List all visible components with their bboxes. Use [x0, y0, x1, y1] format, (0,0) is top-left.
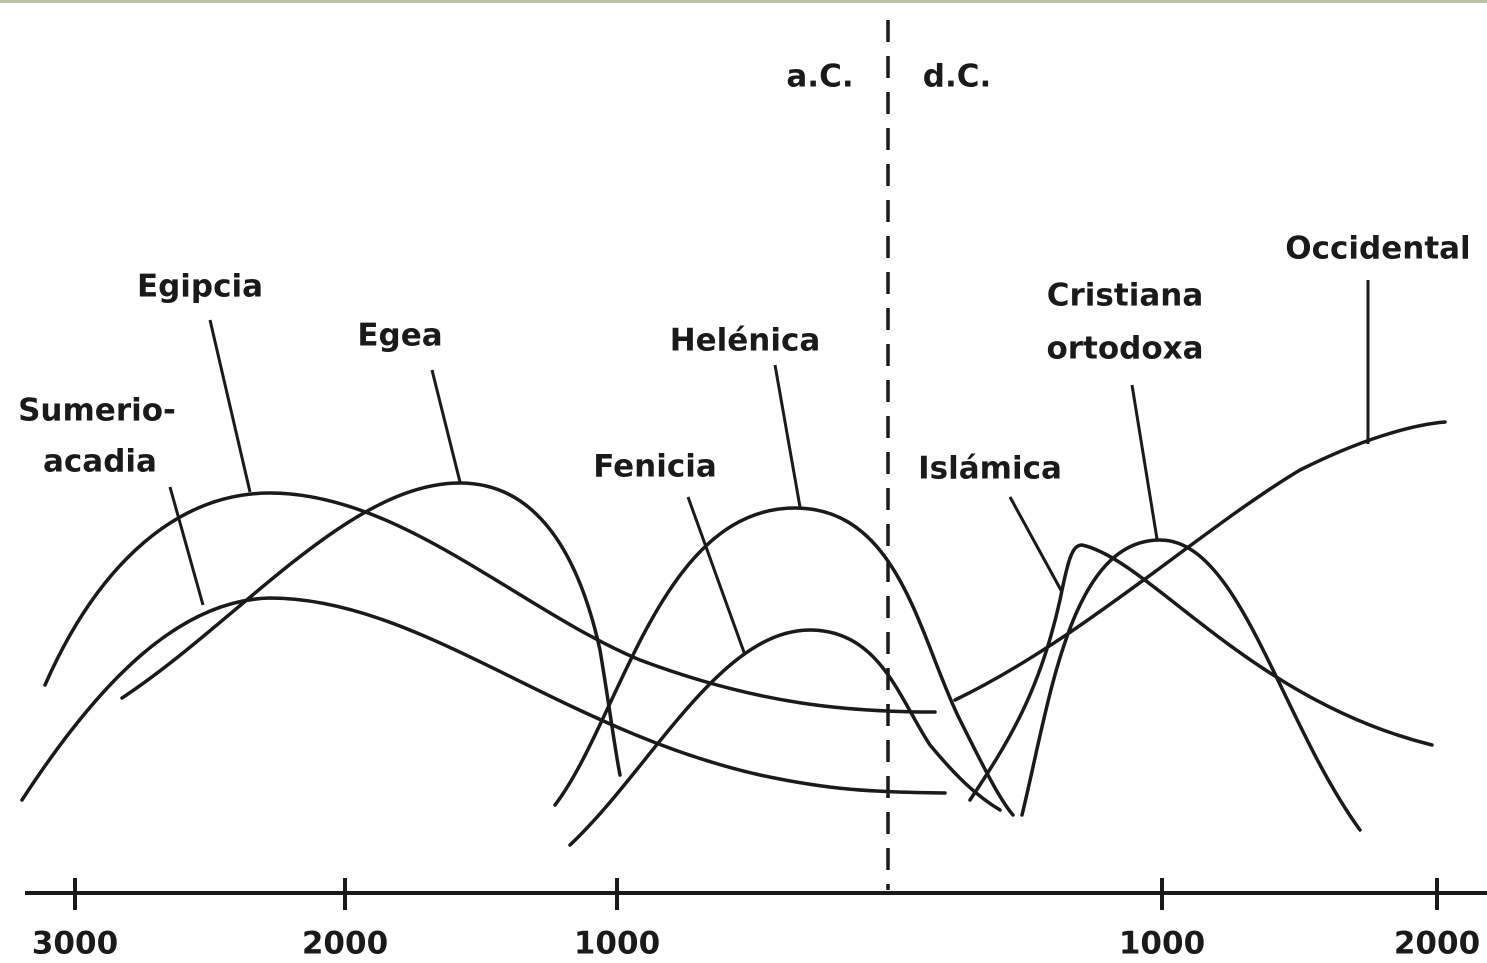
civ-label: Islámica [918, 451, 1062, 487]
civ-label: Occidental [1285, 231, 1470, 267]
curve-egipcia [43, 491, 937, 714]
civ-label: Sumerio- [18, 393, 176, 429]
curve-fenicia [568, 628, 1002, 847]
civ-label: ortodoxa [1046, 331, 1203, 367]
civ-label: Egea [357, 318, 442, 354]
civ-label: Egipcia [137, 269, 263, 305]
axis-tick-marks [73, 878, 1439, 910]
axis-tick-label: 2000 [1394, 926, 1480, 962]
axis-tick-label: 1000 [1119, 926, 1205, 962]
curve-helenica [553, 506, 1015, 817]
axis-tick-label: 3000 [32, 926, 118, 962]
civ-label: Helénica [670, 323, 821, 359]
label-leaders [168, 280, 1370, 656]
axis-tick-label: 1000 [574, 926, 660, 962]
civ-label: Cristiana [1047, 278, 1203, 314]
curve-occidental [953, 420, 1447, 702]
era-label: d.C. [923, 59, 992, 95]
curve-sumerio-acadia [20, 596, 947, 802]
curve-islamica [968, 543, 1434, 802]
axis-tick-label: 2000 [302, 926, 388, 962]
civ-label: Fenicia [593, 449, 717, 485]
curve-egea [120, 481, 622, 777]
era-label: a.C. [786, 59, 853, 95]
top-border [0, 0, 1487, 3]
curve-cristiana-ortodoxa [1020, 538, 1362, 832]
civ-label: acadia [43, 444, 157, 480]
